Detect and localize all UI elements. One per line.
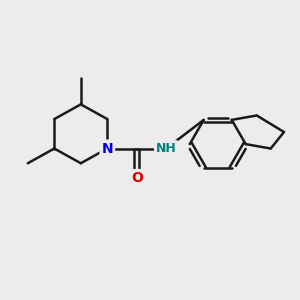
Text: NH: NH (156, 142, 177, 155)
Text: N: N (101, 142, 113, 155)
Text: O: O (131, 171, 143, 185)
